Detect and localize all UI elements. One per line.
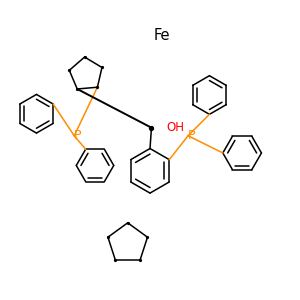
Text: OH: OH: [166, 121, 184, 134]
Text: Fe: Fe: [154, 28, 170, 43]
Text: P: P: [187, 129, 195, 142]
Text: P: P: [74, 129, 81, 142]
